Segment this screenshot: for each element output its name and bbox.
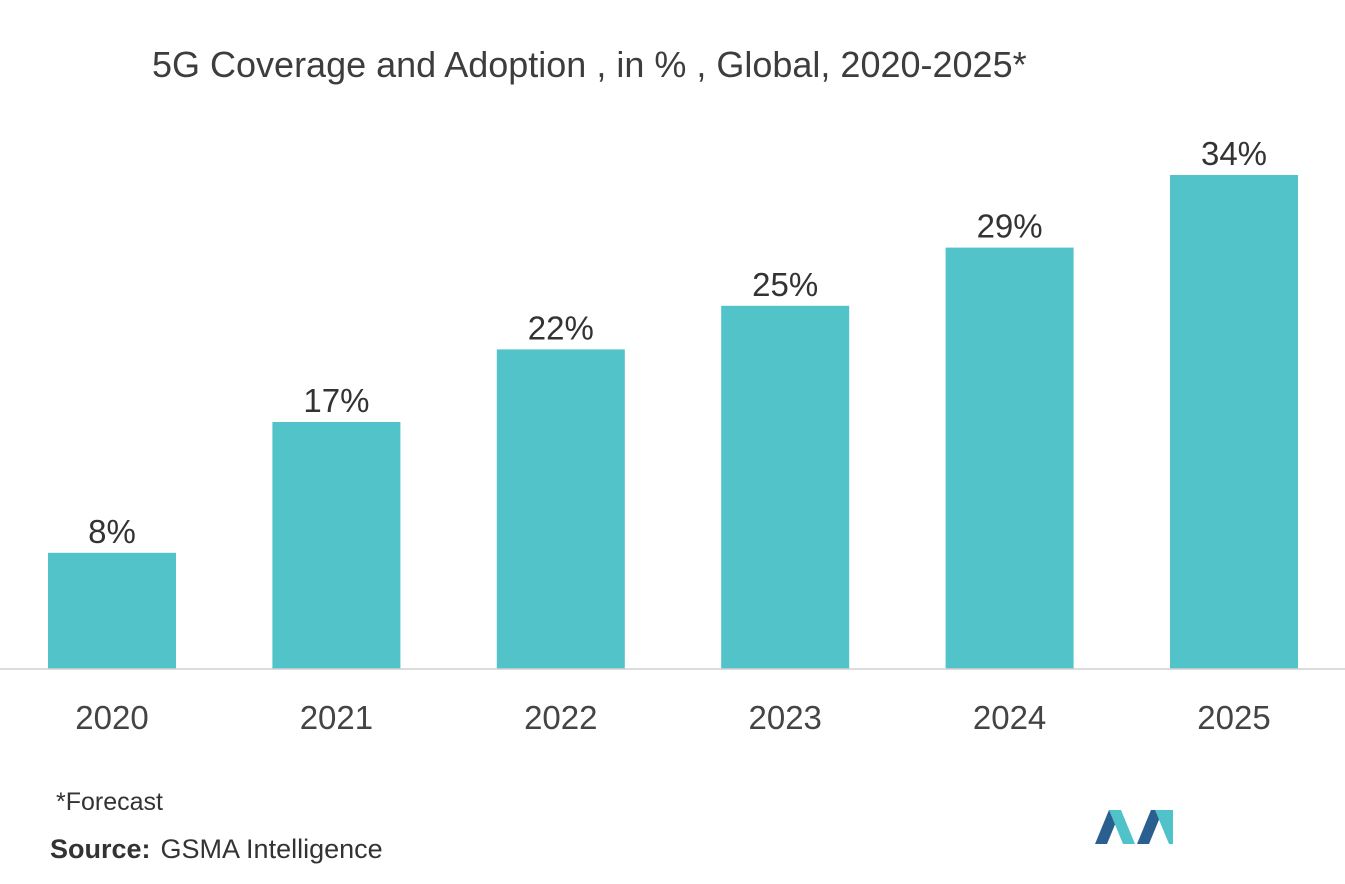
bar-2023 xyxy=(721,305,850,669)
source-text: GSMA Intelligence xyxy=(160,834,383,864)
chart-title: 5G Coverage and Adoption , in % , Global… xyxy=(152,44,1027,85)
x-tick-label-2022: 2022 xyxy=(524,699,597,736)
data-label-2025: 34% xyxy=(1201,135,1267,172)
x-tick-label-2020: 2020 xyxy=(75,699,148,736)
bar-2024 xyxy=(945,247,1074,669)
data-label-2020: 8% xyxy=(88,513,136,550)
bar-2021 xyxy=(272,422,401,669)
x-tick-label-2023: 2023 xyxy=(748,699,821,736)
bar-2020 xyxy=(48,552,176,669)
mordor-intelligence-logo-icon xyxy=(1095,810,1173,844)
bar-chart: 8%17%22%25%29%34% 2020 2021 2022 2023 2024 20… xyxy=(0,135,1345,736)
source-label: Source: xyxy=(50,834,151,864)
data-label-2022: 22% xyxy=(528,309,594,346)
x-tick-labels-group: 2020 2021 2022 2023 2024 2025 xyxy=(75,699,1270,736)
source-line: Source: GSMA Intelligence xyxy=(50,834,383,865)
data-label-2024: 29% xyxy=(977,208,1043,245)
x-tick-label-2025: 2025 xyxy=(1197,699,1270,736)
x-tick-label-2021: 2021 xyxy=(300,699,373,736)
data-label-2023: 25% xyxy=(752,266,818,303)
x-tick-label-2024: 2024 xyxy=(973,699,1046,736)
bars-group xyxy=(48,175,1298,669)
forecast-footnote: *Forecast xyxy=(56,788,163,816)
data-labels-group: 8% 17% 22% 25% 29% 34% xyxy=(88,135,1267,550)
bar-2022 xyxy=(496,349,625,669)
data-label-2021: 17% xyxy=(303,382,369,419)
bar-2025 xyxy=(1170,175,1298,669)
